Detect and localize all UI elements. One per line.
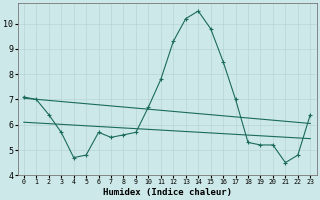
X-axis label: Humidex (Indice chaleur): Humidex (Indice chaleur) <box>103 188 232 197</box>
